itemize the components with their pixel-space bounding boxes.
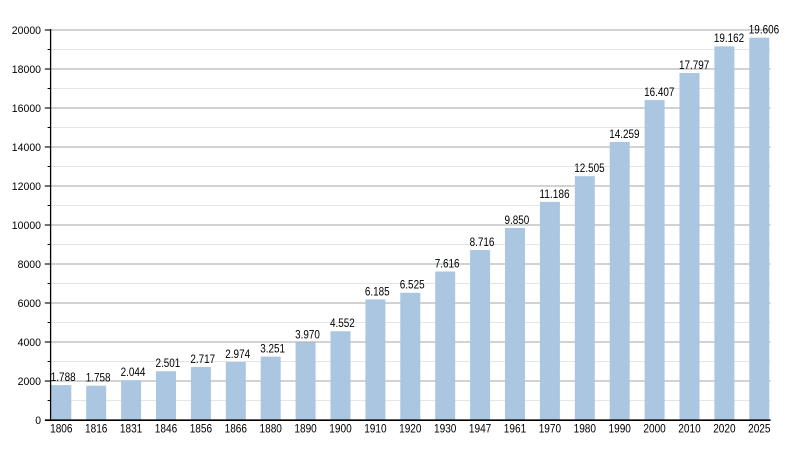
- svg-text:19.162: 19.162: [714, 31, 745, 45]
- svg-text:2.044: 2.044: [121, 365, 146, 379]
- svg-text:2020: 2020: [713, 421, 736, 435]
- svg-text:1900: 1900: [329, 421, 352, 435]
- svg-text:2.501: 2.501: [156, 356, 181, 370]
- svg-text:18000: 18000: [12, 64, 41, 76]
- svg-text:6000: 6000: [18, 298, 41, 310]
- svg-text:12000: 12000: [12, 181, 41, 193]
- svg-text:4000: 4000: [18, 337, 41, 349]
- svg-text:8000: 8000: [18, 259, 41, 271]
- svg-text:1.788: 1.788: [51, 370, 76, 384]
- svg-text:2010: 2010: [678, 421, 701, 435]
- svg-text:1846: 1846: [155, 421, 178, 435]
- svg-text:1970: 1970: [539, 421, 562, 435]
- svg-text:2.974: 2.974: [225, 347, 250, 361]
- svg-text:16000: 16000: [12, 103, 41, 115]
- svg-text:2000: 2000: [643, 421, 666, 435]
- svg-text:4.552: 4.552: [330, 316, 355, 330]
- svg-text:2025: 2025: [748, 421, 771, 435]
- svg-text:1961: 1961: [504, 421, 527, 435]
- svg-text:1866: 1866: [225, 421, 248, 435]
- svg-text:3.251: 3.251: [260, 342, 285, 356]
- svg-text:16.407: 16.407: [644, 85, 675, 99]
- svg-text:1831: 1831: [120, 421, 143, 435]
- svg-text:1806: 1806: [50, 421, 73, 435]
- svg-text:1816: 1816: [85, 421, 108, 435]
- svg-text:6.185: 6.185: [365, 284, 390, 298]
- svg-text:14.259: 14.259: [609, 127, 640, 141]
- svg-text:1880: 1880: [260, 421, 283, 435]
- svg-text:1980: 1980: [574, 421, 597, 435]
- svg-text:1990: 1990: [609, 421, 632, 435]
- svg-text:11.186: 11.186: [539, 187, 570, 201]
- svg-text:10000: 10000: [12, 220, 41, 232]
- svg-text:1.758: 1.758: [86, 371, 111, 385]
- svg-text:2000: 2000: [18, 376, 41, 388]
- svg-text:1890: 1890: [294, 421, 317, 435]
- svg-text:12.505: 12.505: [574, 161, 605, 175]
- svg-text:2.717: 2.717: [190, 352, 215, 366]
- svg-text:1930: 1930: [434, 421, 457, 435]
- svg-text:20000: 20000: [12, 25, 41, 37]
- svg-text:19.606: 19.606: [749, 23, 780, 37]
- svg-text:14000: 14000: [12, 142, 41, 154]
- svg-text:17.797: 17.797: [679, 58, 710, 72]
- svg-text:9.850: 9.850: [505, 213, 530, 227]
- svg-text:7.616: 7.616: [435, 256, 460, 270]
- svg-text:1856: 1856: [190, 421, 213, 435]
- svg-text:6.525: 6.525: [400, 278, 425, 292]
- svg-text:8.716: 8.716: [470, 235, 495, 249]
- svg-text:1947: 1947: [469, 421, 492, 435]
- svg-text:0: 0: [35, 415, 41, 427]
- svg-text:1910: 1910: [364, 421, 387, 435]
- svg-text:1920: 1920: [399, 421, 422, 435]
- svg-text:3.970: 3.970: [295, 327, 320, 341]
